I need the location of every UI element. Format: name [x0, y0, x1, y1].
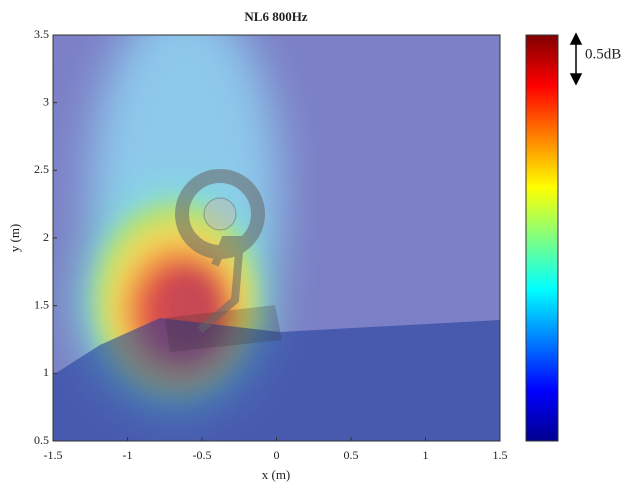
- colorbar: [525, 34, 559, 442]
- x-tick-label: 1.5: [493, 448, 508, 462]
- x-tick-label: 0: [274, 448, 280, 462]
- y-tick-label: 3.5: [34, 27, 49, 41]
- x-axis-label: x (m): [262, 467, 291, 482]
- x-tick-label: 0.5: [344, 448, 359, 462]
- colorbar-annotation: 0.5dB: [585, 46, 621, 62]
- heatmap-image: [53, 35, 500, 441]
- y-tick-label: 2: [43, 230, 49, 244]
- y-tick-label: 1: [43, 365, 49, 379]
- arrow: [569, 32, 583, 86]
- y-tick-label: 0.5: [34, 433, 49, 447]
- y-tick-label: 2.5: [34, 162, 49, 176]
- x-tick-label: -1: [123, 448, 133, 462]
- y-axis-label: y (m): [7, 224, 22, 253]
- y-tick-label: 1.5: [34, 297, 49, 311]
- x-tick-label: -0.5: [193, 448, 212, 462]
- y-tick-label: 3: [43, 94, 49, 108]
- x-tick-label: -1.5: [44, 448, 63, 462]
- x-tick-label: 1: [423, 448, 429, 462]
- chart-title: NL6 800Hz: [244, 9, 307, 24]
